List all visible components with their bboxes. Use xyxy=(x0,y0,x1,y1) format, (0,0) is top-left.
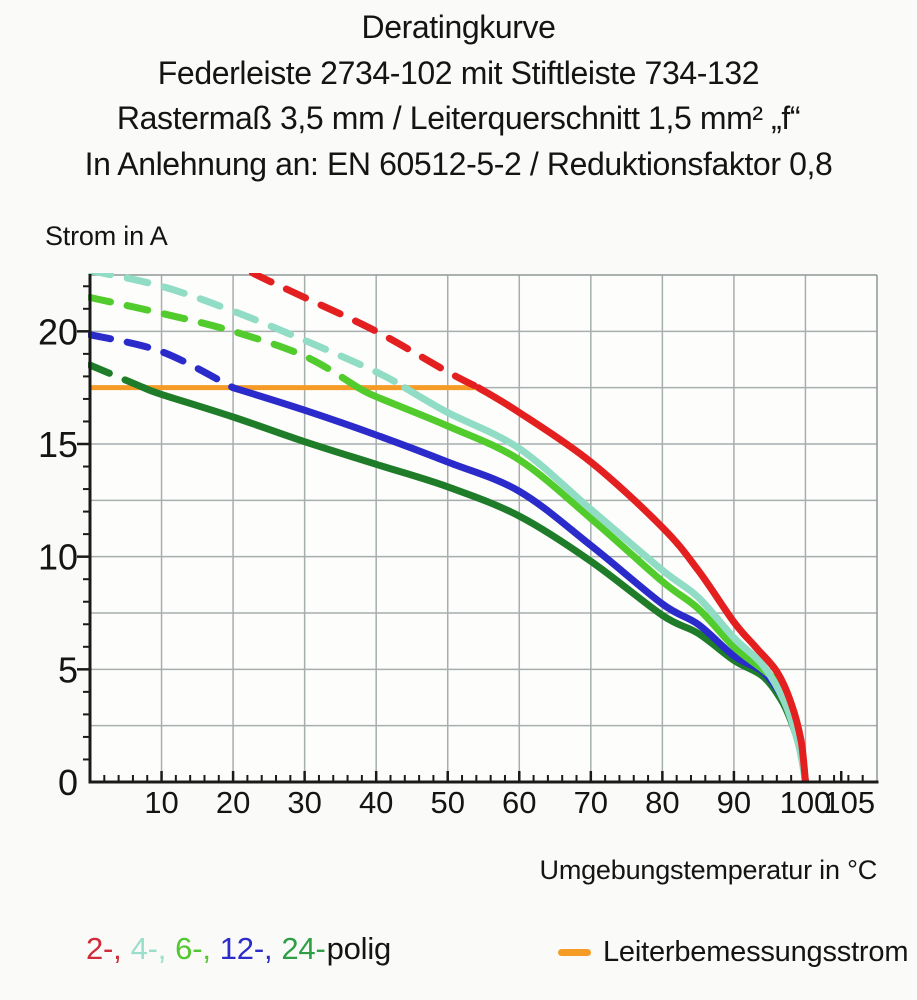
x-tick-label: 105 xyxy=(823,785,875,820)
curve-2-polig xyxy=(475,384,809,782)
legend-segment-6: 6-, xyxy=(175,931,211,966)
y-tick-label: 20 xyxy=(38,311,78,352)
plot-background xyxy=(90,275,877,782)
curve-12-polig-dashed xyxy=(88,331,237,392)
axes xyxy=(88,274,879,784)
legend-pole-counts: 2-, 4-, 6-, 12-, 24-polig xyxy=(86,931,400,967)
curve-24-polig-dashed xyxy=(88,361,148,392)
x-tick-label: 80 xyxy=(645,785,679,820)
x-tick-label: 30 xyxy=(287,785,321,820)
x-tick-label: 100 xyxy=(780,785,832,820)
curve-4-polig xyxy=(401,384,809,782)
legend-segment-2: 2-, xyxy=(86,931,122,966)
y-tick-label: 5 xyxy=(58,649,78,690)
chart-subtitle-spec: Rastermaß 3,5 mm / Leiterquerschnitt 1,5… xyxy=(116,100,801,136)
plot-frame xyxy=(90,274,878,782)
x-tick-label: 60 xyxy=(502,785,536,820)
x-tick-label: 40 xyxy=(359,785,393,820)
legend-segment-polig: polig xyxy=(326,931,392,966)
x-tick-label: 70 xyxy=(574,785,608,820)
chart-subtitle-product: Federleiste 2734-102 mit Stiftleiste 734… xyxy=(157,54,760,91)
curve-6-polig-dashed xyxy=(88,294,362,392)
rated-current-label: Leiterbemessungsstrom xyxy=(603,936,909,968)
x-tick-label: 20 xyxy=(216,785,250,820)
curves xyxy=(88,273,809,782)
curve-4-polig-dashed xyxy=(88,273,409,392)
axis-ticks xyxy=(77,285,864,781)
legend-segment-12: 12-, xyxy=(219,931,273,966)
chart-subtitle-norm: In Anlehnung an: EN 60512-5-2 / Reduktio… xyxy=(84,145,833,182)
y-tick-label: 15 xyxy=(38,424,78,465)
x-tick-label: 10 xyxy=(144,785,178,820)
rated-current-swatch xyxy=(558,949,591,956)
y-tick-label: 0 xyxy=(58,762,78,803)
legend-segment-24: 24- xyxy=(281,931,326,966)
x-axis-title: Umgebungstemperatur in °C xyxy=(539,855,878,885)
curve-2-polig-dashed xyxy=(245,273,482,392)
y-axis-title: Strom in A xyxy=(45,221,168,251)
legend-rated-current: Leiterbemessungsstrom xyxy=(558,936,908,969)
legend-segment-4: 4-, xyxy=(130,931,167,966)
chart-title: Deratingkurve xyxy=(361,9,556,45)
y-tick-labels: 0 5 10 15 20 xyxy=(38,311,78,803)
x-tick-label: 50 xyxy=(430,785,464,820)
x-tick-label: 90 xyxy=(717,785,751,820)
chart-title-block: Deratingkurve Federleiste 2734-102 mit S… xyxy=(0,5,917,187)
y-tick-label: 10 xyxy=(38,537,78,578)
